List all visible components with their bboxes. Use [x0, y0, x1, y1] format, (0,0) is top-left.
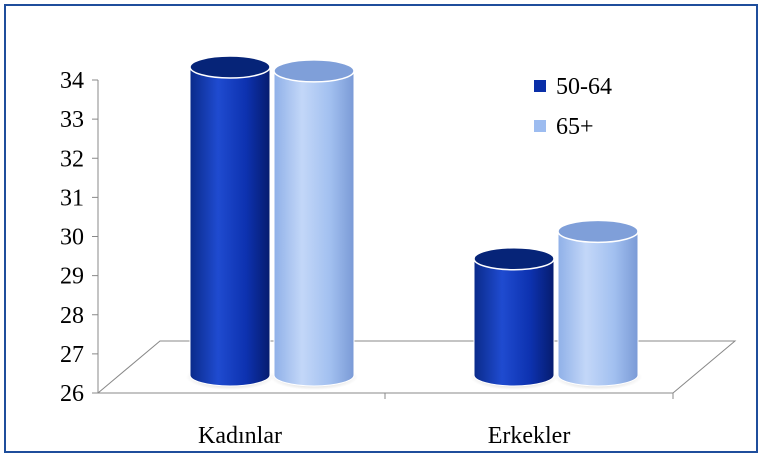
bar-top: [273, 59, 355, 83]
y-axis-ticks: 26 27 28 29 30 31 32 33 34: [60, 68, 98, 407]
bars-group: [186, 55, 642, 390]
bar-top: [189, 55, 271, 79]
bar-body: [473, 258, 555, 387]
y-tick-label: 29: [60, 264, 84, 290]
legend-swatch-65plus: [534, 120, 546, 132]
bar-50-64-kadinlar: [186, 55, 274, 390]
y-tick-label: 33: [60, 107, 84, 133]
bar-body: [557, 230, 639, 387]
bar-body: [273, 70, 355, 387]
y-tick-label: 31: [60, 185, 84, 211]
legend-label-50-64: 50-64: [556, 74, 612, 100]
y-tick-label: 34: [60, 68, 84, 94]
bar-50-64-erkekler: [470, 246, 558, 390]
bar-65plus-kadinlar: [270, 59, 358, 390]
y-tick-label: 32: [60, 146, 84, 172]
legend-swatch-50-64: [534, 80, 546, 92]
y-tick-label: 27: [60, 342, 84, 368]
y-tick-label: 30: [60, 225, 84, 251]
legend: 50-64 65+: [534, 74, 612, 140]
bar-top: [557, 219, 639, 244]
x-tick-label-erkekler: Erkekler: [488, 423, 571, 449]
y-tick-label: 28: [60, 303, 84, 329]
legend-label-65plus: 65+: [556, 114, 594, 140]
x-tick-label-kadinlar: Kadınlar: [198, 423, 282, 449]
y-tick-label: 26: [60, 381, 84, 407]
bar-top: [473, 246, 555, 271]
bar-body: [189, 66, 271, 387]
bar-65plus-erkekler: [554, 219, 642, 390]
